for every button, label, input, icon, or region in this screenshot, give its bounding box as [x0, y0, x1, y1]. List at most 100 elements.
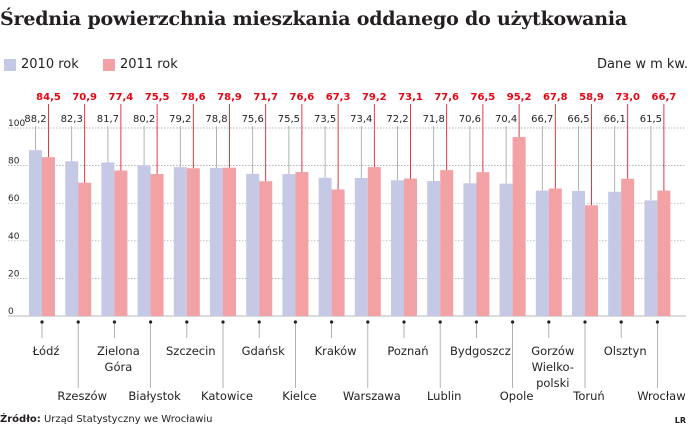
data-label-2010: 78,8 [205, 114, 227, 125]
category-label: Białystok [128, 389, 181, 403]
legend-item-2011: 2011 rok [103, 57, 178, 72]
bar-2010 [29, 150, 42, 316]
unit-note: Dane w m kw. [596, 57, 688, 72]
bar-2010 [499, 183, 513, 316]
bar-2011 [331, 189, 345, 316]
data-label-2010: 71,8 [423, 114, 445, 125]
data-label-2011: 71,7 [253, 92, 278, 103]
data-label-2011: 58,9 [579, 92, 604, 103]
bar-2010 [535, 190, 549, 316]
data-label-2010: 73,5 [314, 114, 336, 125]
bar-2011 [150, 174, 164, 316]
legend-label-2011: 2011 rok [120, 57, 178, 72]
data-label-2011: 78,9 [217, 92, 242, 103]
bar-2011 [657, 190, 671, 316]
data-label-2011: 75,5 [145, 92, 170, 103]
data-label-2011: 67,3 [326, 92, 351, 103]
category-label: Łódź [32, 344, 60, 358]
category-label: Lublin [427, 389, 461, 403]
category-tick-dot [619, 320, 623, 324]
category-label: Wielko- [532, 360, 574, 374]
source-text: Urząd Statystyczny we Wrocławiu [43, 414, 213, 425]
category-tick-dot [366, 320, 370, 324]
category-tick-dot [655, 320, 660, 324]
data-label-2011: 76,5 [471, 92, 496, 103]
category-tick-dot [510, 320, 515, 324]
category-tick-dot [185, 320, 189, 324]
data-label-2010: 75,6 [242, 114, 264, 125]
bar-2010 [65, 161, 79, 316]
data-label-2010: 82,3 [61, 114, 83, 125]
data-label-2011: 79,2 [362, 92, 387, 103]
data-label-2011: 67,8 [543, 92, 568, 103]
bar-2010 [354, 178, 368, 316]
data-label-2011: 84,5 [36, 92, 61, 103]
bar-2011 [114, 170, 128, 316]
data-label-2010: 79,2 [169, 114, 191, 125]
legend-label-2010: 2010 rok [21, 57, 79, 72]
bar-2011 [621, 178, 635, 316]
data-label-2010: 66,7 [531, 114, 553, 125]
category-tick-dot [112, 320, 116, 324]
bar-2011 [585, 205, 598, 316]
category-tick-dot [474, 320, 478, 324]
category-tick-dot [293, 320, 297, 324]
bar-2011 [186, 168, 200, 316]
category-tick-dot [330, 320, 334, 324]
data-label-2010: 70,6 [459, 114, 481, 125]
data-label-2011: 73,0 [615, 92, 640, 103]
data-label-2010: 73,4 [350, 114, 372, 125]
data-label-2011: 66,7 [652, 92, 677, 103]
data-label-2010: 61,5 [640, 114, 662, 125]
data-label-2011: 70,9 [72, 92, 97, 103]
bar-2011 [295, 171, 309, 316]
bar-2010 [137, 165, 151, 316]
category-label: Rzeszów [57, 389, 107, 403]
bar-2010 [173, 167, 187, 316]
bar-2011 [512, 137, 526, 316]
bar-2010 [246, 173, 260, 316]
category-label: Gorzów [531, 344, 574, 358]
category-tick-dot [76, 320, 80, 324]
data-label-2010: 70,4 [495, 114, 517, 125]
legend-item-2010: 2010 rok [4, 57, 79, 72]
bar-2010 [644, 200, 658, 316]
bar-2010 [427, 181, 441, 316]
bar-2010 [210, 167, 223, 316]
bar-2011 [367, 167, 381, 316]
category-label: Bydgoszcz [450, 344, 511, 358]
data-label-2011: 73,1 [398, 92, 423, 103]
bar-2011 [42, 157, 55, 316]
category-tick-dot [402, 320, 406, 324]
category-tick-dot [438, 320, 442, 324]
y-tick-label: 20 [8, 269, 20, 279]
bar-2011 [259, 181, 273, 316]
category-label: Warszawa [343, 389, 401, 403]
data-label-2011: 95,2 [507, 92, 532, 103]
category-label: Katowice [201, 389, 253, 403]
category-label: Toruń [572, 389, 604, 403]
bar-2011 [548, 188, 562, 316]
category-tick-dot [221, 320, 225, 324]
data-label-2010: 80,2 [133, 114, 155, 125]
data-label-2011: 77,4 [109, 92, 134, 103]
legend-swatch-2010 [4, 58, 16, 71]
source-note: Źródło: Urząd Statystyczny we Wrocławiu [0, 414, 213, 425]
bar-2010 [282, 174, 296, 316]
bar-2010 [572, 190, 585, 316]
y-tick-label: 40 [8, 232, 20, 242]
bar-2010 [101, 162, 115, 316]
data-label-2010: 66,1 [604, 114, 626, 125]
y-tick-label: 60 [8, 194, 20, 204]
category-label: Opole [500, 389, 534, 403]
category-label: Szczecin [166, 344, 216, 358]
category-tick-dot [583, 320, 587, 324]
category-tick-dot [257, 320, 261, 324]
bar-2010 [463, 183, 477, 316]
bar-2011 [78, 182, 92, 316]
category-label: Wrocław [637, 389, 685, 403]
data-label-2011: 77,6 [434, 92, 459, 103]
category-label: polski [536, 376, 569, 390]
data-label-2010: 72,2 [386, 114, 408, 125]
